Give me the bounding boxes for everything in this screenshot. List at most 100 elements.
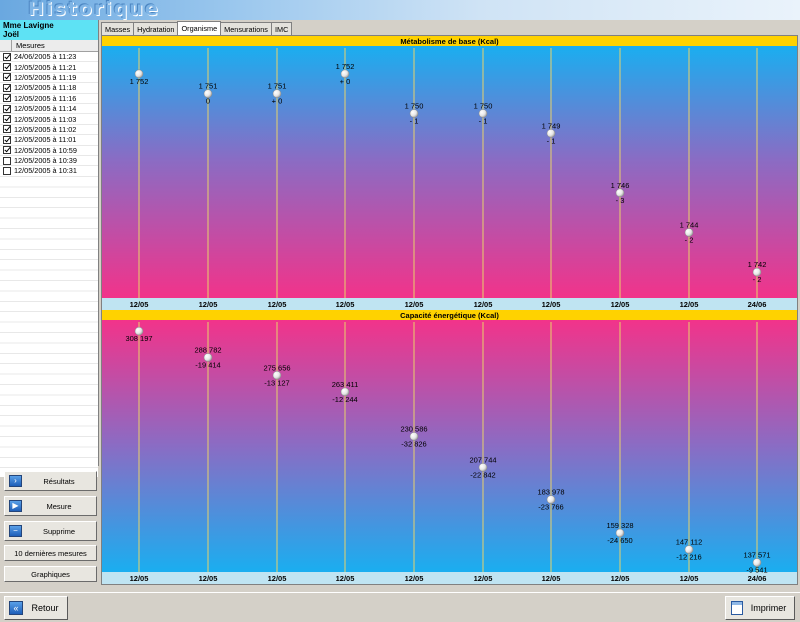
checkbox-column-header[interactable]: [0, 39, 12, 52]
delta-label: -12 216: [676, 553, 701, 562]
delta-label: -32 826: [401, 439, 426, 448]
data-point[interactable]: [478, 463, 488, 472]
data-point[interactable]: [409, 432, 419, 441]
list-item[interactable]: 12/05/2005 à 11:21: [0, 62, 98, 73]
value-label: 207 744: [469, 455, 496, 464]
x-tick-label: 24/06: [748, 300, 767, 309]
tab-hydratation[interactable]: Hydratation: [133, 22, 179, 35]
x-tick-label: 12/05: [542, 300, 561, 309]
x-tick-label: 12/05: [268, 574, 287, 583]
measure-checkbox[interactable]: [3, 115, 11, 124]
list-item[interactable]: 12/05/2005 à 11:19: [0, 73, 98, 84]
tab-bar: Masses Hydratation Organisme Mensurations IM…: [101, 21, 293, 35]
data-point[interactable]: [272, 89, 282, 98]
value-label: 263 411: [332, 380, 359, 389]
data-point[interactable]: [272, 371, 282, 380]
delta-label: - 2: [753, 275, 762, 284]
measure-checkbox[interactable]: [3, 146, 11, 155]
charts-button[interactable]: Graphiques: [4, 566, 97, 582]
data-point[interactable]: [409, 109, 419, 118]
measure-checkbox[interactable]: [3, 156, 11, 165]
chart-title: Capacité énergétique (Kcal): [400, 311, 499, 320]
data-point[interactable]: [752, 558, 762, 567]
data-point[interactable]: [134, 326, 144, 336]
data-point[interactable]: [340, 69, 350, 79]
measure-label: 12/05/2005 à 11:16: [14, 93, 77, 103]
delta-label: - 1: [479, 117, 488, 126]
double-chevron-left-icon: «: [9, 601, 23, 615]
data-point[interactable]: [134, 69, 144, 79]
measure-checkbox[interactable]: [3, 94, 11, 103]
value-label: 1 744: [680, 221, 699, 230]
list-item[interactable]: 12/05/2005 à 11:01: [0, 135, 98, 146]
last-10-measures-button[interactable]: 10 dernières mesures: [4, 545, 97, 561]
measure-checkbox[interactable]: [3, 52, 11, 61]
tab-mensurations[interactable]: Mensurations: [220, 22, 272, 35]
value-label: 1 750: [405, 102, 424, 111]
chart-header-band: [102, 36, 797, 46]
data-point[interactable]: [752, 267, 762, 277]
delta-label: -24 650: [607, 536, 632, 545]
measure-label: 12/05/2005 à 11:01: [14, 135, 77, 145]
list-item[interactable]: 12/05/2005 à 10:31: [0, 166, 98, 177]
list-item[interactable]: 12/05/2005 à 11:16: [0, 94, 98, 104]
measure-checkbox[interactable]: [3, 104, 11, 113]
patient-name-line1: Mme Lavigne: [3, 21, 54, 30]
x-tick-label: 12/05: [405, 574, 424, 583]
delta-label: -12 244: [332, 395, 357, 404]
measure-checkbox[interactable]: [3, 63, 11, 72]
chart-area: Métabolisme de base (Kcal) 1 752 12/05 1 75…: [101, 35, 798, 585]
measure-checkbox[interactable]: [3, 125, 11, 134]
measure-button[interactable]: ▶ Mesure: [4, 496, 97, 516]
delta-label: + 0: [272, 97, 283, 106]
list-item[interactable]: 12/05/2005 à 11:14: [0, 104, 98, 115]
list-item[interactable]: 12/05/2005 à 10:39: [0, 156, 98, 167]
list-item[interactable]: 12/05/2005 à 10:59: [0, 146, 98, 156]
list-item[interactable]: 12/05/2005 à 11:18: [0, 83, 98, 94]
x-tick-label: 12/05: [680, 300, 699, 309]
x-axis-band: [102, 298, 797, 310]
data-point[interactable]: [340, 387, 350, 397]
data-point[interactable]: [546, 129, 556, 138]
results-button[interactable]: › Résultats: [4, 471, 97, 491]
measure-label: 12/05/2005 à 10:59: [14, 145, 77, 155]
measure-checkbox[interactable]: [3, 135, 11, 144]
print-button[interactable]: Imprimer: [725, 596, 795, 620]
value-label: 159 328: [606, 521, 633, 530]
list-item[interactable]: 12/05/2005 à 11:03: [0, 114, 98, 125]
delta-label: -19 414: [195, 360, 220, 369]
list-item[interactable]: 12/05/2005 à 11:02: [0, 125, 98, 136]
value-label: 288 782: [194, 345, 221, 354]
data-point[interactable]: [203, 353, 213, 362]
data-point[interactable]: [615, 188, 625, 198]
patient-name: Mme Lavigne Joël: [0, 20, 98, 40]
tab-organisme[interactable]: Organisme: [177, 21, 222, 35]
left-panel: Mme Lavigne Joël Mesures 24/06/2005 à 11…: [0, 20, 99, 477]
plot-background: [102, 320, 797, 572]
measure-checkbox[interactable]: [3, 166, 11, 175]
measure-checkbox[interactable]: [3, 73, 11, 82]
value-label: 1 749: [542, 121, 561, 130]
delta-label: -13 127: [264, 378, 289, 387]
results-button-label: Résultats: [43, 476, 75, 486]
data-point[interactable]: [478, 109, 488, 118]
delta-label: -22 842: [470, 470, 495, 479]
data-point[interactable]: [684, 228, 694, 237]
delete-button[interactable]: − Supprime: [4, 521, 97, 541]
data-point[interactable]: [203, 89, 213, 98]
value-label: 308 197: [125, 334, 152, 343]
back-button-label: Retour: [31, 603, 59, 613]
minus-icon: −: [9, 525, 22, 537]
measures-header-label: Mesures: [16, 41, 45, 50]
data-point[interactable]: [615, 528, 625, 538]
tab-masses[interactable]: Masses: [101, 22, 135, 35]
back-button[interactable]: « Retour: [4, 596, 68, 620]
list-item[interactable]: 24/06/2005 à 11:23: [0, 52, 98, 63]
last-10-button-label: 10 dernières mesures: [14, 548, 87, 558]
measure-checkbox[interactable]: [3, 83, 11, 92]
measures-list-header[interactable]: Mesures: [0, 39, 98, 52]
data-point[interactable]: [546, 495, 556, 504]
data-point[interactable]: [684, 545, 694, 554]
delta-label: -9 541: [746, 566, 767, 575]
tab-imc[interactable]: IMC: [270, 22, 293, 35]
